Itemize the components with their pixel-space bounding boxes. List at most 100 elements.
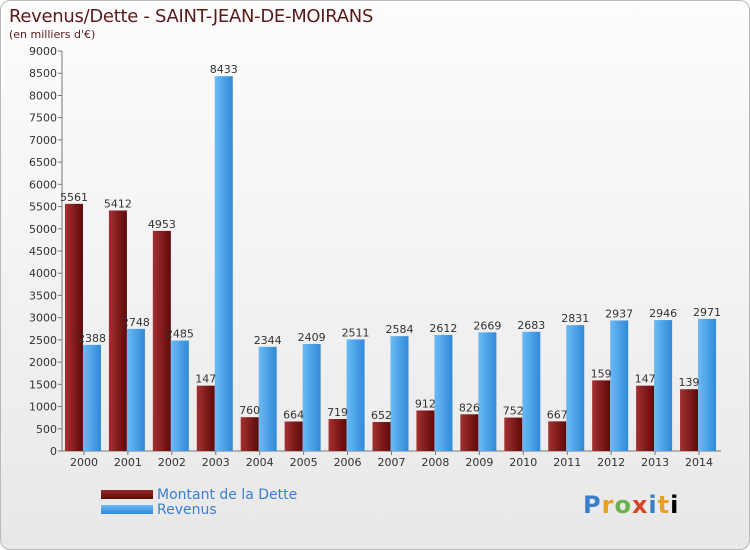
data-label-debt: 139	[679, 376, 700, 389]
data-label-revenue: 2485	[166, 328, 194, 341]
x-tick-label: 2008	[421, 456, 449, 469]
data-label-revenue: 2344	[254, 334, 282, 347]
data-label-revenue: 2831	[561, 312, 589, 325]
bar-revenue	[434, 334, 453, 451]
data-label-debt: 912	[415, 397, 436, 410]
x-tick-label: 2005	[290, 456, 318, 469]
x-tick-label: 2000	[70, 456, 98, 469]
y-tick-label: 3000	[29, 312, 57, 325]
legend-label-revenue: Revenus	[157, 502, 217, 518]
bar-debt	[372, 422, 391, 451]
x-tick-label: 2004	[246, 456, 274, 469]
y-tick-label: 6000	[29, 178, 57, 191]
data-label-debt: 719	[327, 406, 348, 419]
x-tick-label: 2011	[553, 456, 581, 469]
data-label-debt: 159	[591, 367, 612, 380]
data-label-debt: 752	[503, 405, 524, 418]
bar-debt	[636, 385, 655, 451]
bar-revenue	[126, 328, 145, 451]
data-label-revenue: 2584	[386, 323, 414, 336]
y-tick-label: 1500	[29, 378, 57, 391]
bar-debt	[152, 230, 171, 451]
y-tick-label: 3500	[29, 289, 57, 302]
bar-revenue	[698, 318, 717, 451]
legend-swatch-debt	[101, 490, 153, 499]
bar-debt	[592, 380, 611, 451]
bar-revenue	[610, 320, 629, 451]
bar-revenue	[478, 332, 497, 451]
data-label-debt: 826	[459, 401, 480, 414]
x-tick-label: 2007	[378, 456, 406, 469]
x-tick-label: 2002	[158, 456, 186, 469]
x-tick-label: 2010	[509, 456, 537, 469]
data-label-revenue: 8433	[210, 63, 238, 76]
bar-debt	[196, 385, 215, 451]
y-tick-label: 1000	[29, 401, 57, 414]
bar-debt	[504, 417, 523, 451]
y-tick-label: 8500	[29, 67, 57, 80]
data-label-revenue: 2971	[693, 306, 721, 319]
chart-title: Revenus/Dette - SAINT-JEAN-DE-MOIRANS	[9, 6, 374, 27]
bar-revenue	[654, 320, 673, 451]
x-tick-label: 2009	[465, 456, 493, 469]
bar-revenue	[302, 343, 321, 451]
bar-debt	[64, 203, 83, 451]
bar-debt	[284, 421, 303, 451]
data-label-debt: 664	[283, 408, 304, 421]
y-tick-label: 4500	[29, 245, 57, 258]
x-tick-label: 2003	[202, 456, 230, 469]
bar-revenue	[522, 331, 541, 451]
data-label-debt: 652	[371, 409, 392, 422]
y-tick-label: 6500	[29, 156, 57, 169]
y-tick-label: 2500	[29, 334, 57, 347]
bar-debt	[460, 414, 479, 451]
bar-revenue	[82, 344, 101, 451]
y-tick-label: 7000	[29, 134, 57, 147]
bar-debt	[680, 389, 699, 451]
data-label-debt: 5561	[60, 191, 88, 204]
data-label-revenue: 2748	[122, 316, 150, 329]
proxiti-logo: Proxiti	[583, 491, 680, 519]
bars	[64, 76, 717, 451]
bar-revenue	[566, 325, 585, 451]
y-tick-label: 9000	[29, 45, 57, 58]
data-label-debt: 147	[635, 373, 656, 386]
bar-revenue	[258, 346, 277, 451]
data-label-revenue: 2669	[473, 319, 501, 332]
data-label-revenue: 2511	[342, 326, 370, 339]
data-label-debt: 4953	[148, 218, 176, 231]
x-tick-label: 2013	[641, 456, 669, 469]
data-label-debt: 147	[195, 373, 216, 386]
bar-debt	[240, 417, 259, 451]
y-tick-label: 2000	[29, 356, 57, 369]
bar-debt	[108, 210, 127, 451]
data-label-revenue: 2612	[429, 322, 457, 335]
bar-debt	[548, 421, 567, 451]
bar-revenue	[170, 340, 189, 451]
data-label-debt: 760	[239, 404, 260, 417]
x-tick-label: 2001	[114, 456, 142, 469]
legend-label-debt: Montant de la Dette	[157, 487, 298, 503]
bar-debt	[416, 410, 435, 451]
bar-revenue	[214, 76, 233, 451]
bar-debt	[328, 419, 347, 451]
y-tick-label: 7500	[29, 112, 57, 125]
data-label-revenue: 2946	[649, 307, 677, 320]
data-label-revenue: 2683	[517, 319, 545, 332]
y-tick-label: 500	[36, 423, 57, 436]
data-label-debt: 667	[547, 408, 568, 421]
y-tick-label: 0	[50, 445, 57, 458]
y-tick-label: 5500	[29, 201, 57, 214]
y-tick-label: 4000	[29, 267, 57, 280]
bar-revenue	[346, 339, 365, 451]
data-labels: 5561 2388 5412 2748 4953 2485 147 8433 760 2344 66…	[60, 63, 721, 422]
x-tick-label: 2006	[334, 456, 362, 469]
x-tick-label: 2012	[597, 456, 625, 469]
data-label-revenue: 2937	[605, 307, 633, 320]
chart-subtitle: (en milliers d'€)	[9, 28, 96, 41]
data-label-revenue: 2388	[78, 332, 106, 345]
data-label-revenue: 2409	[298, 331, 326, 344]
x-tick-label: 2014	[685, 456, 713, 469]
